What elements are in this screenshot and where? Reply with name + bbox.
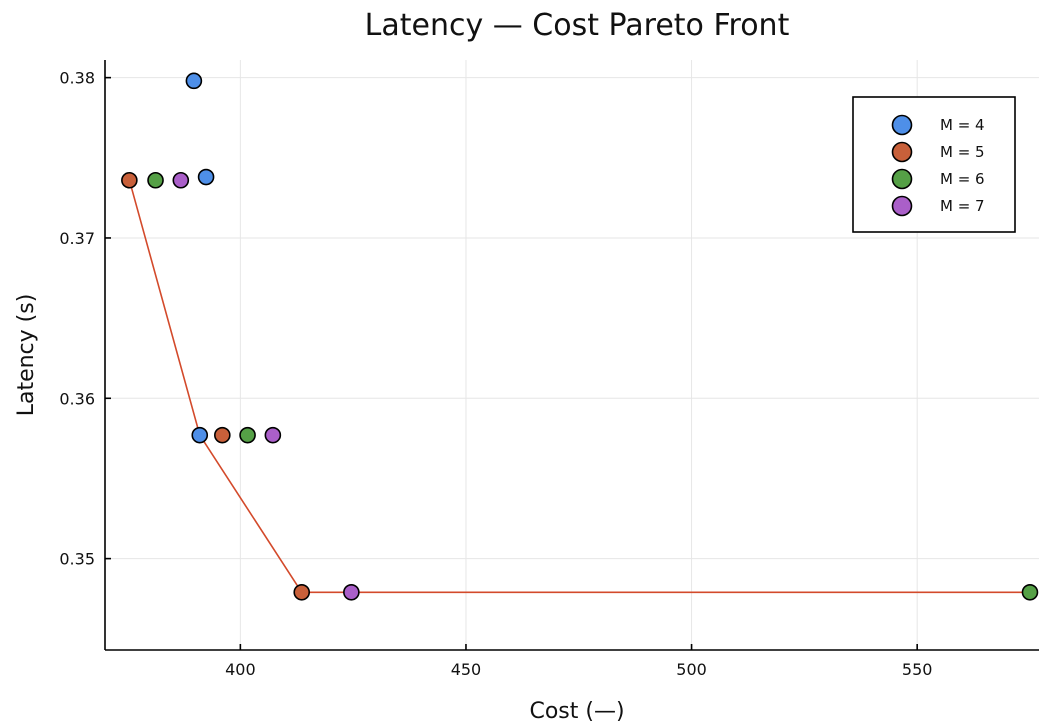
data-point-m4	[191, 426, 209, 444]
legend-marker	[891, 168, 913, 190]
y-tick-label: 0.38	[59, 69, 95, 88]
data-point-m6	[147, 171, 164, 189]
legend-label: M = 5	[940, 143, 985, 161]
data-point-m5	[293, 583, 311, 601]
pareto-front	[128, 179, 1030, 594]
data-point-m7	[343, 583, 360, 601]
chart-title: Latency — Cost Pareto Front	[365, 8, 790, 43]
legend-marker	[891, 141, 913, 163]
data-point-m4	[197, 168, 215, 186]
x-axis-label: Cost (—)	[529, 699, 624, 724]
x-tick-label: 400	[225, 660, 256, 679]
data-point-m7	[172, 171, 190, 189]
data-point-m4	[185, 72, 203, 90]
data-points	[121, 72, 1039, 601]
pareto-front-line	[128, 179, 1030, 594]
legend-label: M = 4	[940, 116, 985, 134]
y-axis-label: Latency (s)	[14, 294, 39, 417]
y-tick-label: 0.36	[59, 389, 95, 408]
x-tick-label: 450	[451, 660, 482, 679]
ticks: 400 450 500 550 0.35 0.36 0.37 0.38	[59, 69, 932, 679]
legend-marker	[891, 114, 913, 136]
x-tick-label: 550	[902, 660, 933, 679]
legend: M = 4 M = 5 M = 6 M = 7	[852, 96, 1016, 233]
legend-box	[852, 96, 1016, 233]
data-point-m5	[214, 426, 231, 444]
axes	[104, 60, 1039, 651]
y-tick-label: 0.35	[59, 550, 95, 569]
y-tick-label: 0.37	[59, 229, 95, 248]
data-point-m6	[239, 426, 256, 444]
data-point-m6	[1021, 583, 1039, 601]
data-point-m7	[264, 426, 282, 444]
x-tick-label: 500	[676, 660, 707, 679]
legend-label: M = 7	[940, 197, 985, 215]
legend-label: M = 6	[940, 170, 985, 188]
data-point-m5	[121, 171, 138, 189]
legend-marker	[891, 195, 913, 217]
